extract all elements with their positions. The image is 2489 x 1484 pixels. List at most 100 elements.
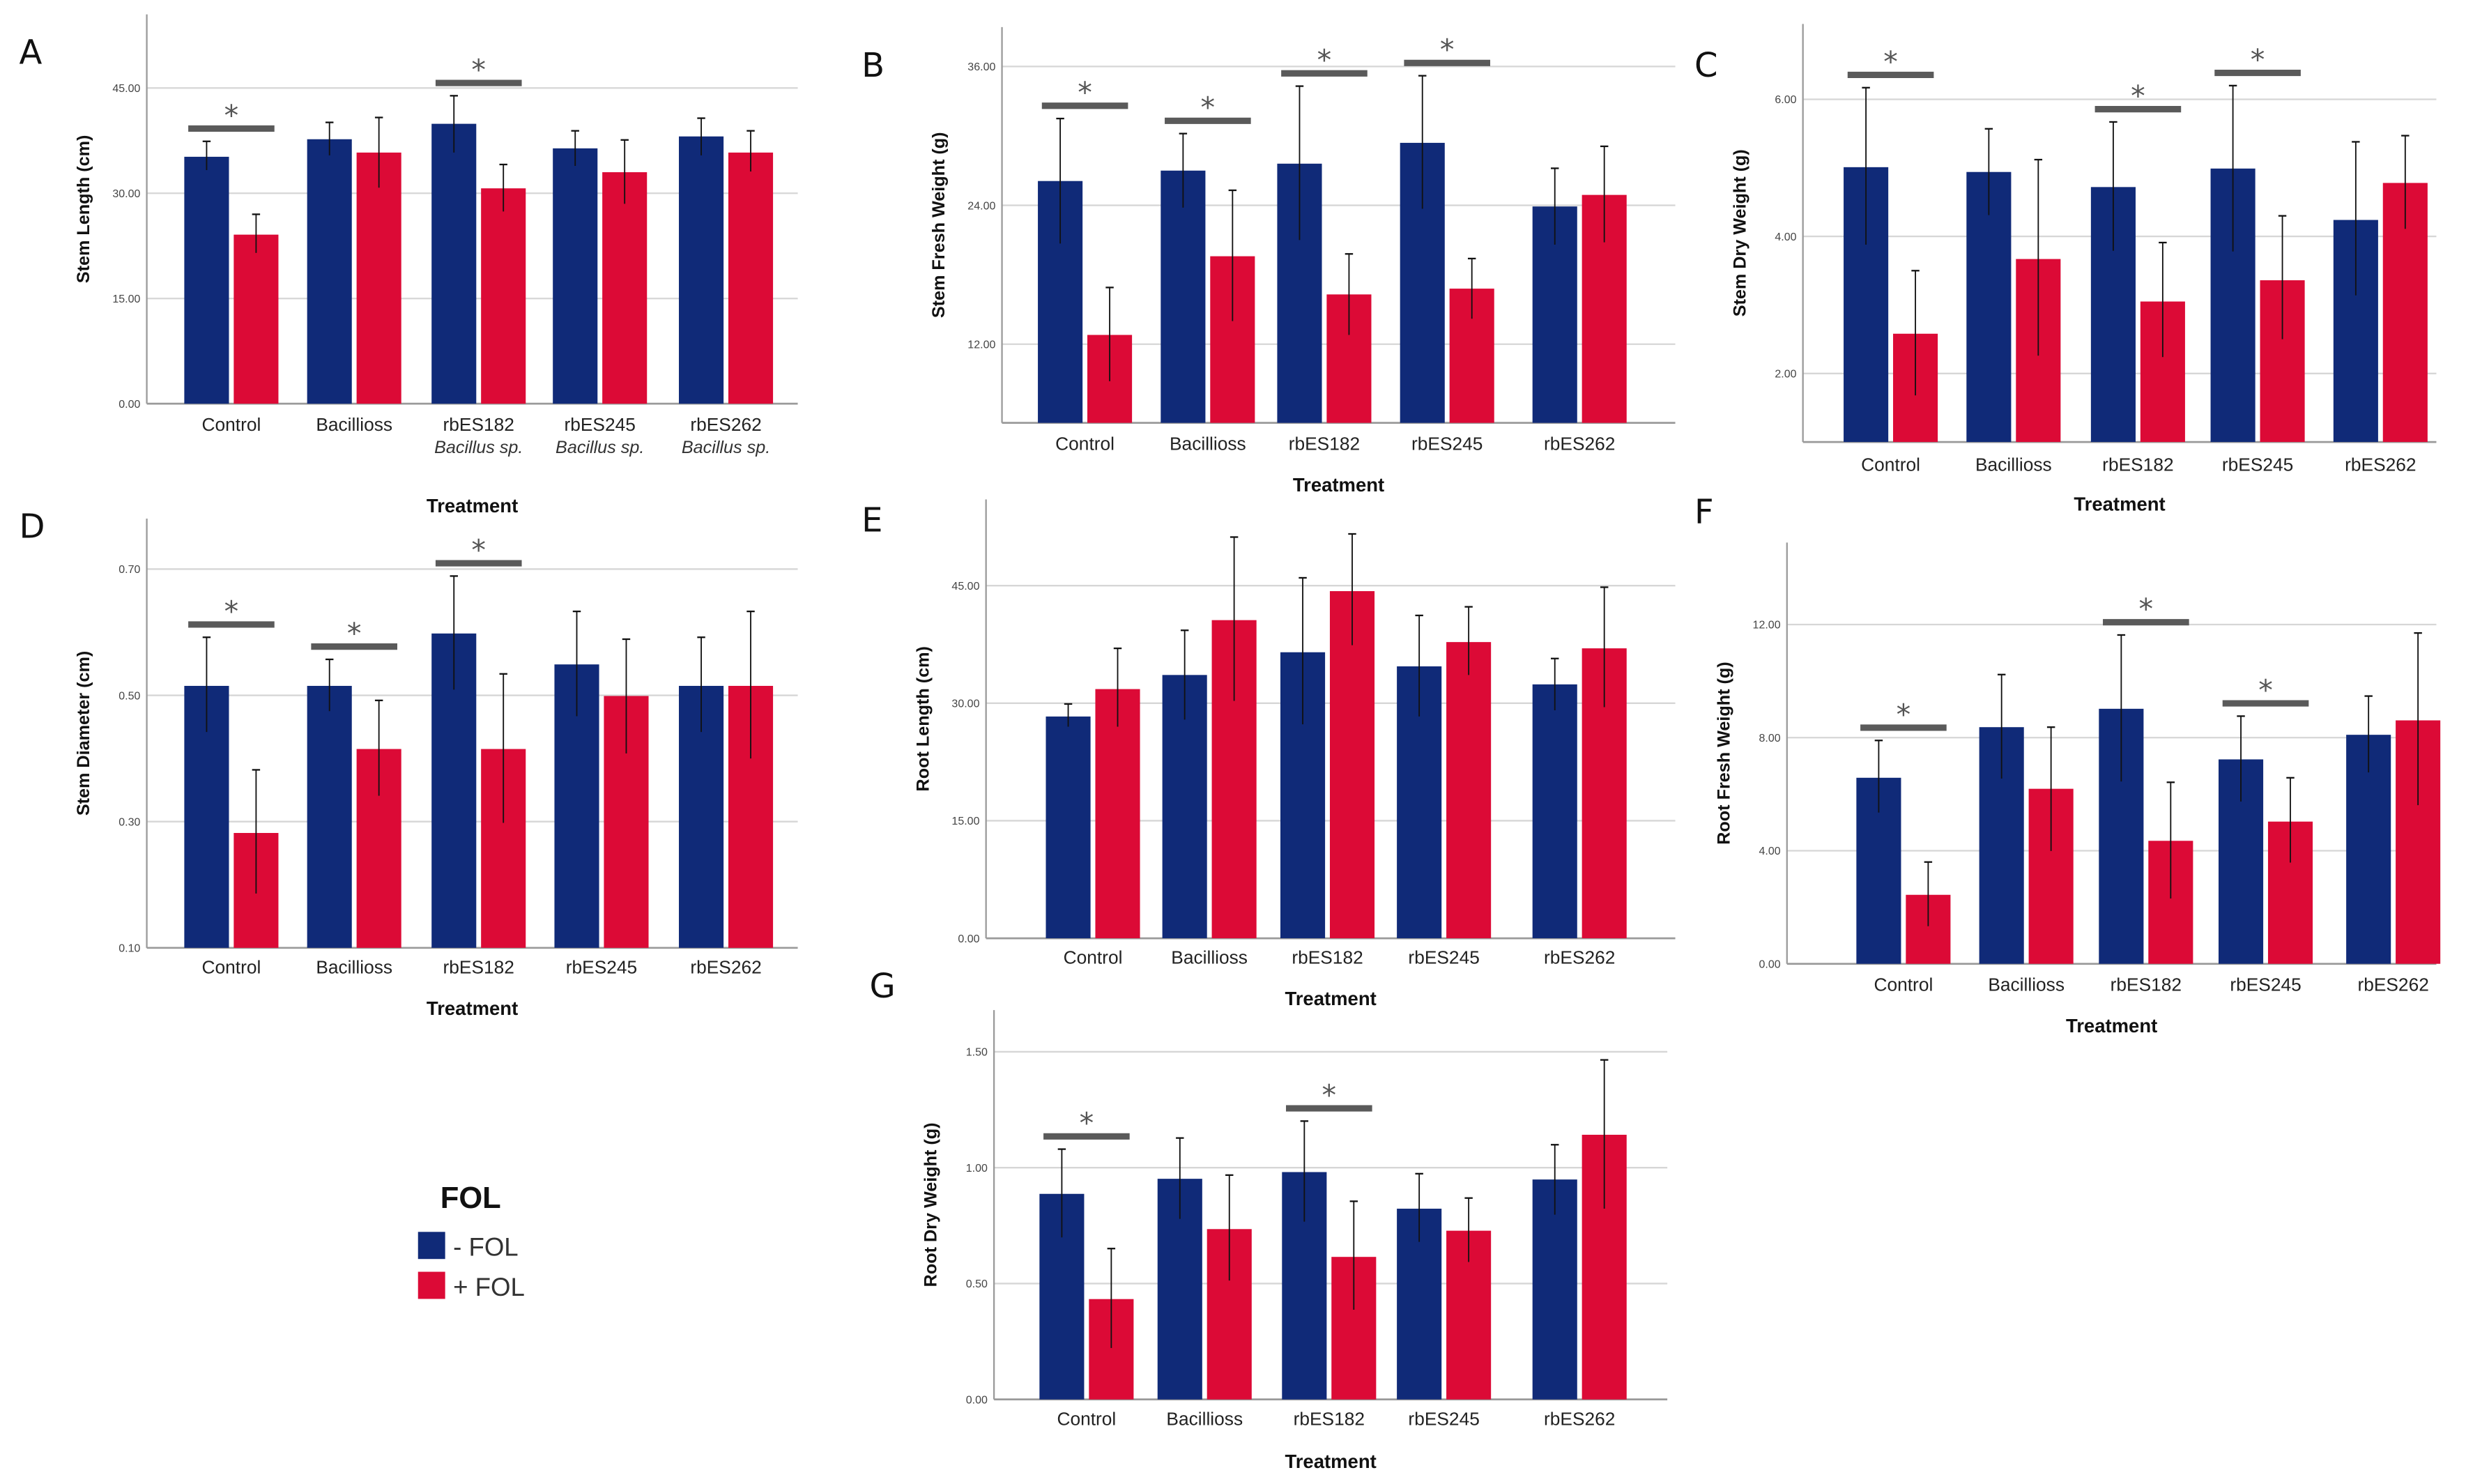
x-tick-label: rbES182 [1294, 1408, 1365, 1429]
y-axis-title: Root Length (cm) [913, 646, 933, 791]
bar-minus-fol-rbes245 [553, 148, 598, 404]
x-tick-label: rbES182 [1289, 434, 1360, 454]
significance-asterisk: * [1883, 45, 1898, 79]
x-axis-title: Treatment [427, 495, 518, 517]
x-tick-label: Control [1874, 974, 1933, 995]
x-tick-label: Control [1861, 454, 1920, 475]
panel-letter: C [1694, 46, 1718, 85]
significance-asterisk: * [1080, 1107, 1094, 1140]
x-tick-label: rbES182 [2111, 974, 2182, 995]
x-tick-label: rbES245 [1408, 947, 1479, 968]
y-tick-label: 2.00 [1775, 368, 1796, 381]
y-tick-label: 4.00 [1759, 845, 1780, 857]
x-tick-label: Bacillioss [316, 414, 392, 435]
bar-minus-fol-bacillioss [1966, 171, 2012, 443]
x-tick-label: Control [1064, 947, 1123, 968]
x-tick-label: rbES245 [2222, 454, 2293, 475]
significance-asterisk: * [1897, 698, 1911, 731]
x-tick-label: rbES262 [690, 414, 761, 435]
bar-minus-fol-bacillioss [307, 685, 352, 948]
y-tick-label: 15.00 [951, 815, 979, 827]
x-tick-label: rbES182 [443, 414, 514, 435]
significance-asterisk: * [1322, 1078, 1337, 1112]
significance-asterisk: * [1078, 76, 1092, 109]
significance-asterisk: * [1317, 44, 1332, 77]
y-tick-label: 8.00 [1759, 732, 1780, 744]
y-axis-title: Stem Diameter (cm) [74, 651, 93, 816]
bar-plus-fol-rbes182 [1329, 591, 1375, 939]
x-tick-label: Control [202, 956, 261, 977]
x-tick-label: rbES182 [443, 956, 514, 977]
y-tick-label: 4.00 [1775, 231, 1796, 243]
significance-asterisk: * [1440, 33, 1455, 67]
legend-swatch-plus-fol [418, 1271, 445, 1299]
panel-letter: E [861, 500, 882, 540]
y-axis-title: Root Fresh Weight (g) [1714, 661, 1733, 844]
bar-plus-fol-rbes245 [1446, 642, 1492, 939]
x-tick-label: rbES182 [2102, 454, 2173, 475]
legend-label-minus-fol: - FOL [453, 1233, 519, 1262]
x-tick-label: Bacillioss [1170, 434, 1246, 454]
x-axis-title: Treatment [2066, 1015, 2157, 1036]
y-tick-label: 12.00 [1753, 619, 1781, 632]
y-axis-title: Stem Dry Weight (g) [1730, 149, 1749, 316]
x-tick-label: rbES245 [2230, 974, 2301, 995]
bar-plus-fol-control [233, 234, 279, 404]
panel-g: G 0.00 0.50 1.00 1.50 Root Dry Weight (g) Trea… [870, 967, 1668, 1472]
significance-asterisk: * [224, 595, 239, 628]
bar-minus-fol-rbes262 [1532, 1179, 1577, 1400]
bar-minus-fol-rbes262 [1532, 684, 1577, 939]
x-tick-label: Bacillioss [316, 956, 392, 977]
panel-letter: G [870, 967, 896, 1006]
y-tick-label: 36.00 [967, 61, 995, 73]
significance-asterisk: * [2251, 43, 2265, 77]
x-tick-label: Bacillioss [1988, 974, 2065, 995]
legend-label-plus-fol: + FOL [453, 1273, 525, 1301]
bar-minus-fol-control [1046, 716, 1091, 939]
y-tick-label: 0.10 [118, 942, 140, 955]
significance-asterisk: * [347, 617, 362, 650]
legend-title: FOL [441, 1181, 501, 1215]
x-tick-label: Control [1055, 434, 1115, 454]
x-tick-sublabel: Bacillus sp. [556, 438, 644, 457]
y-tick-label: 0.70 [118, 563, 140, 576]
x-axis-title: Treatment [1293, 474, 1384, 496]
bar-minus-fol-control [184, 156, 229, 404]
panel-letter: F [1694, 493, 1714, 532]
panel-f: F 0.00 4.00 8.00 12.00 Root Fresh Weight (g) T… [1694, 493, 2441, 1036]
bar-plus-fol-rbes262 [728, 152, 774, 404]
x-axis-title: Treatment [2074, 494, 2165, 515]
significance-asterisk: * [2131, 79, 2145, 113]
x-tick-label: Bacillioss [1171, 947, 1248, 968]
y-tick-label: 1.00 [966, 1162, 988, 1175]
significance-asterisk: * [2139, 592, 2154, 626]
significance-asterisk: * [471, 53, 486, 86]
bar-minus-fol-rbes262 [679, 136, 724, 404]
y-tick-label: 0.00 [958, 933, 979, 945]
x-tick-label: Control [1057, 1408, 1116, 1429]
y-tick-label: 0.50 [966, 1278, 988, 1290]
significance-asterisk: * [1201, 91, 1216, 125]
panel-letter: D [19, 507, 45, 546]
significance-asterisk: * [224, 99, 239, 132]
bar-plus-fol-rbes245 [602, 172, 648, 404]
y-tick-label: 30.00 [112, 188, 140, 200]
bar-minus-fol-bacillioss [1161, 170, 1206, 423]
y-axis-title: Root Dry Weight (g) [921, 1122, 941, 1287]
x-tick-label: rbES245 [566, 956, 637, 977]
y-tick-label: 0.00 [966, 1393, 988, 1406]
panel-e: E 0.00 15.00 30.00 45.00 Root Length (cm) Trea… [861, 499, 1676, 1009]
x-tick-label: rbES262 [690, 956, 761, 977]
x-axis-title: Treatment [1285, 988, 1376, 1009]
y-tick-label: 6.00 [1775, 93, 1796, 106]
y-tick-label: 12.00 [967, 338, 995, 351]
y-tick-label: 30.00 [951, 698, 979, 710]
panel-a: A 0.00 15.00 30.00 45.00 Stem Length (cm) Trea… [19, 14, 798, 517]
legend-swatch-minus-fol [418, 1232, 445, 1260]
y-tick-label: 0.00 [1759, 958, 1780, 970]
x-tick-label: Bacillioss [1166, 1408, 1243, 1429]
x-tick-label: rbES245 [1411, 434, 1483, 454]
y-tick-label: 24.00 [967, 199, 995, 212]
y-tick-label: 45.00 [951, 580, 979, 592]
x-tick-label: rbES182 [1292, 947, 1363, 968]
